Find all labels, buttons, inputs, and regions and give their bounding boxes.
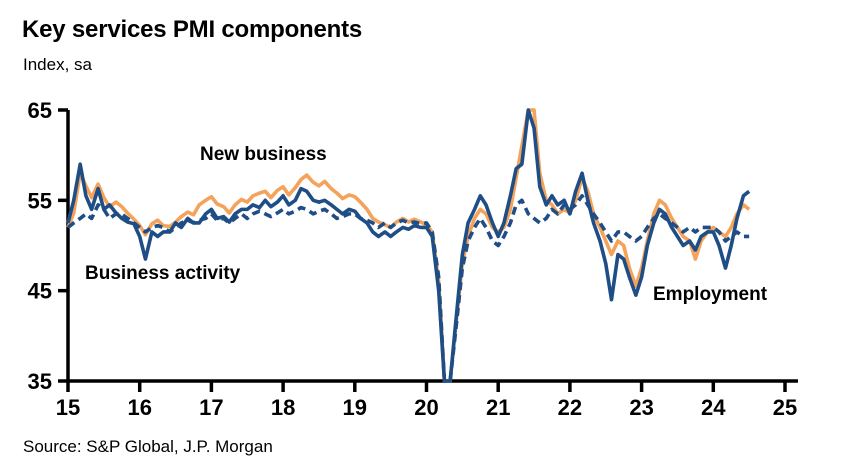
x-axis-tick-label: 16 (127, 395, 151, 420)
x-axis-tick-label: 19 (343, 395, 367, 420)
series-label-employment: Employment (653, 284, 768, 305)
series-layer (66, 108, 751, 383)
y-axis-tick-label: 45 (28, 279, 52, 304)
chart-subtitle: Index, sa (23, 55, 92, 74)
annotation-layer: New business Business activity Employment (85, 144, 768, 305)
x-axis-tick-label: 24 (701, 395, 726, 420)
y-axis-tick-label: 55 (28, 188, 52, 213)
series-label-business-activity: Business activity (85, 263, 241, 284)
x-axis-tick-label: 23 (629, 395, 653, 420)
series-line-employment (66, 194, 750, 383)
x-axis-tick-label: 20 (414, 395, 438, 420)
x-axis-tick-label: 15 (56, 395, 80, 420)
series-label-new-business: New business (200, 144, 327, 165)
x-axis-tick-label: 18 (271, 395, 295, 420)
series-line-new-business (66, 108, 751, 383)
series-line-business-activity (66, 108, 751, 383)
x-axis-tick-label: 22 (558, 395, 582, 420)
source-note: Source: S&P Global, J.P. Morgan (23, 437, 273, 456)
y-axis-tick-label: 35 (28, 369, 52, 394)
page-title: Key services PMI components (22, 16, 363, 43)
x-axis-tick-label: 21 (486, 395, 510, 420)
x-axis-tick-label: 25 (773, 395, 797, 420)
y-axis-tick-label: 65 (28, 98, 52, 123)
x-axis-tick-label: 17 (199, 395, 223, 420)
